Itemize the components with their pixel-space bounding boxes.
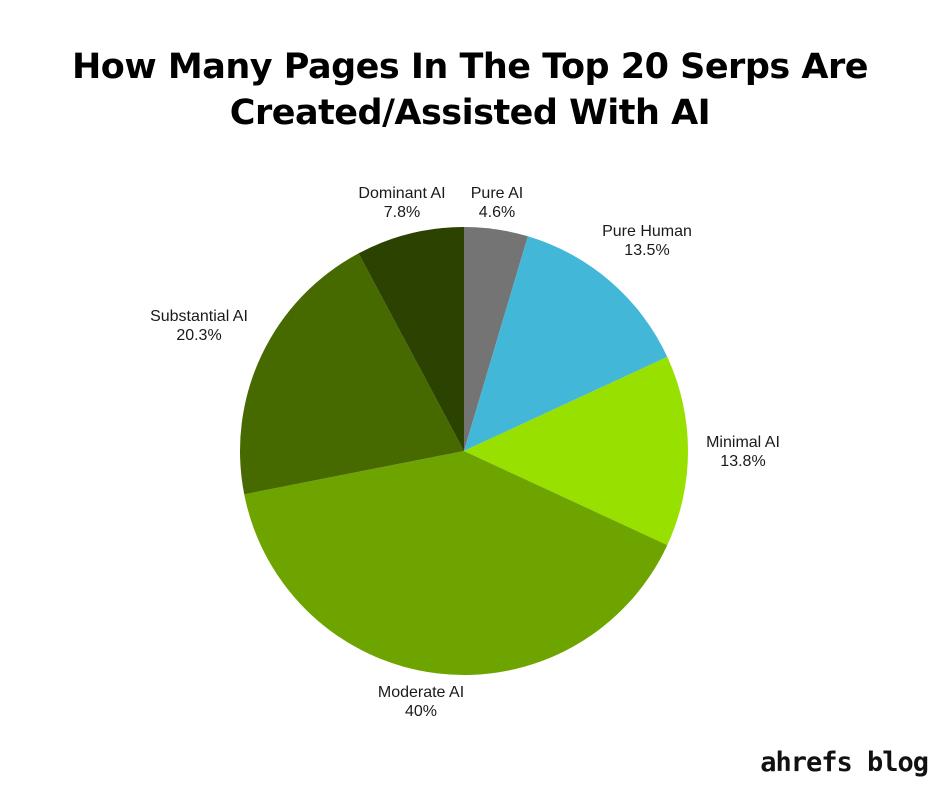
pie-slice-moderate-ai [244, 451, 668, 676]
slice-label-value: 7.8% [383, 204, 421, 221]
ahrefs-blog-logo: ahrefs blog [760, 747, 929, 778]
slice-label-name: Minimal AI [706, 434, 780, 451]
slice-label-name: Pure AI [470, 185, 524, 202]
slice-label-minimal-ai: Minimal AI 13.8% [706, 433, 780, 471]
slice-label-value: 20.3% [176, 327, 222, 344]
slice-label-value: 13.5% [624, 242, 670, 259]
pie-slice-pure-human [464, 236, 668, 451]
slice-label-value: 40% [404, 703, 438, 720]
pie-slice-pure-ai [464, 227, 528, 451]
chart-title: How Many Pages In The Top 20 Serps Are C… [0, 44, 940, 136]
chart-title-line-1: How Many Pages In The Top 20 Serps Are [72, 47, 868, 87]
slice-label-value: 4.6% [478, 204, 516, 221]
slice-label-dominant-ai: Dominant AI 7.8% [358, 184, 445, 222]
slice-label-name: Moderate AI [377, 684, 465, 701]
slice-label-name: Pure Human [602, 223, 692, 240]
pie-slice-substantial-ai [240, 253, 464, 495]
slice-label-substantial-ai: Substantial AI 20.3% [150, 307, 248, 345]
slice-label-value: 13.8% [720, 453, 766, 470]
slice-label-pure-ai: Pure AI 4.6% [471, 184, 523, 222]
slice-label-moderate-ai: Moderate AI 40% [378, 683, 464, 721]
pie-slice-dominant-ai [358, 227, 464, 451]
slice-label-pure-human: Pure Human 13.5% [602, 222, 692, 260]
slice-label-name: Substantial AI [150, 308, 248, 325]
pie-slice-minimal-ai [464, 356, 688, 546]
chart-title-line-2: Created/Assisted With AI [229, 93, 711, 133]
slice-label-name: Dominant AI [358, 185, 446, 202]
